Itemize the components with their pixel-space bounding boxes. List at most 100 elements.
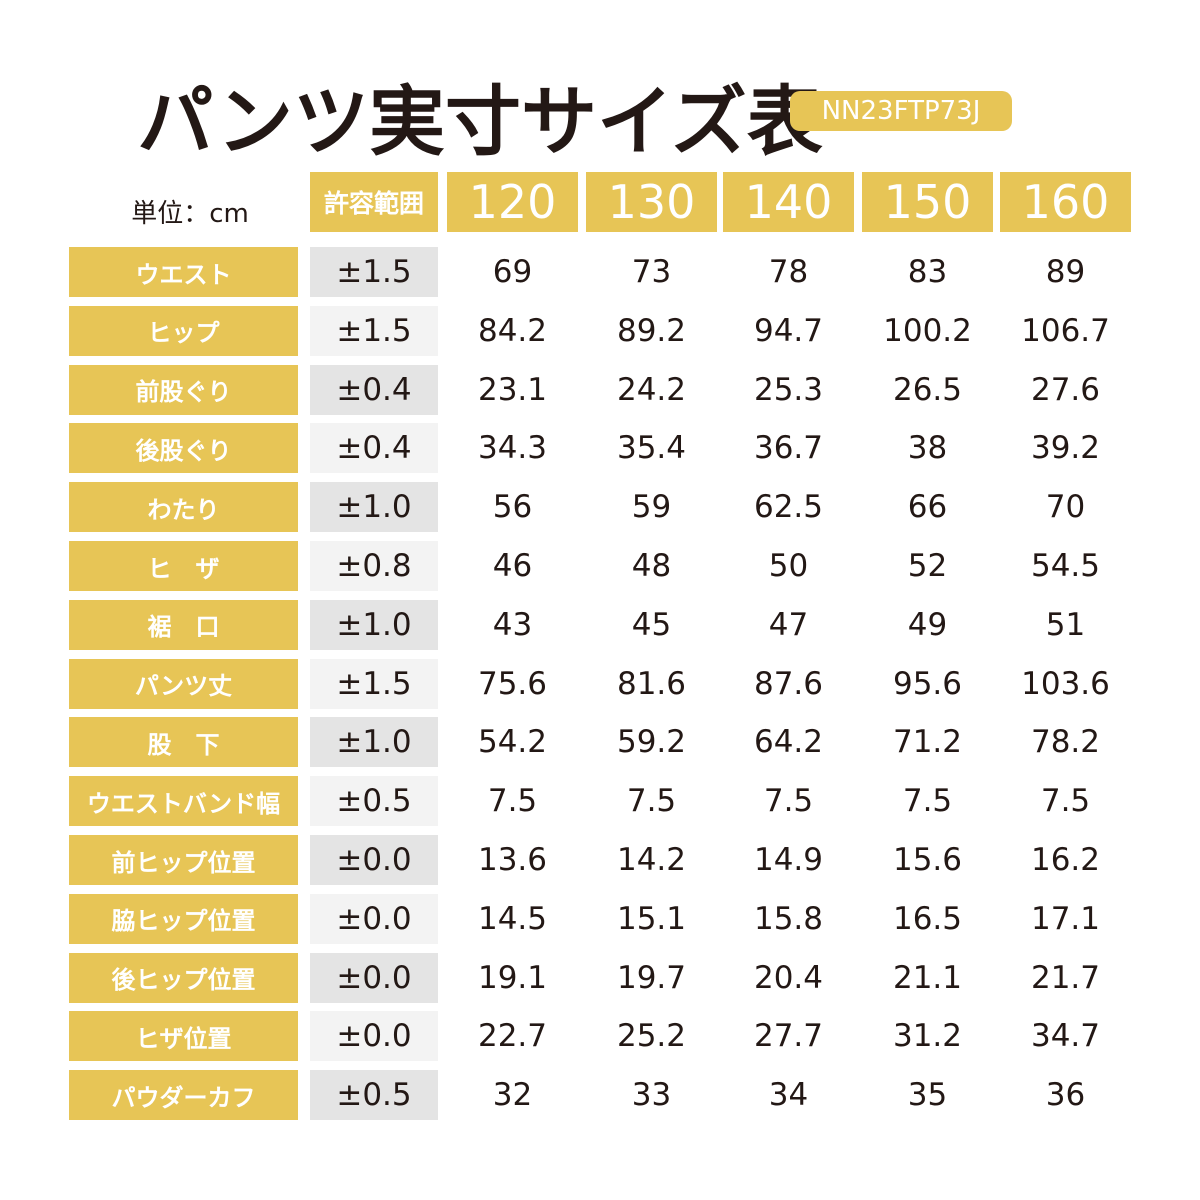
value-cell: 34.3	[477, 430, 548, 467]
row-label: パウダーカフ	[69, 1070, 298, 1121]
size-header: 130	[586, 172, 717, 232]
tolerance-cell: ±1.5	[310, 305, 438, 356]
value-cell: 78	[768, 254, 809, 290]
value-cell: 7.5	[487, 783, 538, 820]
row-label: 前ヒップ位置	[69, 835, 298, 885]
title: パンツ実寸サイズ表	[137, 77, 823, 166]
value-cell: 103.6	[1021, 665, 1110, 702]
value-cell: 7.5	[763, 783, 814, 820]
value-cell: 26.5	[892, 371, 963, 408]
model-badge: NN23FTP73J	[790, 91, 1012, 131]
value-cell: 54.2	[477, 724, 548, 761]
value-cell: 21.7	[1030, 959, 1101, 996]
value-cell: 19.1	[477, 959, 548, 996]
value-cell: 35	[907, 1077, 948, 1114]
tolerance-cell: ±0.5	[310, 1070, 438, 1121]
value-cell: 43	[492, 606, 533, 643]
tolerance-cell: ±1.0	[310, 482, 438, 533]
tolerance-header: 許容範囲	[310, 172, 438, 232]
value-cell: 46	[492, 548, 533, 584]
value-cell: 25.3	[753, 371, 824, 408]
row-label: 前股ぐり	[69, 364, 298, 415]
value-cell: 89.2	[616, 312, 687, 349]
row-label: ウエストバンド幅	[69, 776, 298, 827]
tolerance-cell: ±0.4	[310, 364, 438, 415]
value-cell: 47	[768, 606, 809, 643]
tolerance-cell: ±0.0	[310, 1011, 438, 1062]
value-cell: 59	[631, 489, 672, 526]
row-label: ウエスト	[69, 247, 298, 297]
value-cell: 73	[631, 254, 672, 290]
row-label: わたり	[69, 482, 298, 533]
value-cell: 94.7	[753, 312, 824, 349]
tolerance-cell: ±1.0	[310, 599, 438, 650]
tolerance-cell: ±0.4	[310, 423, 438, 474]
row-label: 後股ぐり	[69, 423, 298, 474]
value-cell: 19.7	[616, 959, 687, 996]
value-cell: 87.6	[753, 665, 824, 702]
value-cell: 83	[907, 254, 948, 290]
value-cell: 7.5	[626, 783, 677, 820]
value-cell: 52	[907, 548, 948, 584]
value-cell: 36	[1045, 1077, 1086, 1114]
value-cell: 34.7	[1030, 1018, 1101, 1055]
value-cell: 78.2	[1030, 724, 1101, 761]
size-header: 150	[862, 172, 993, 232]
value-cell: 70	[1045, 489, 1086, 526]
value-cell: 49	[907, 606, 948, 643]
value-cell: 16.5	[892, 900, 963, 937]
value-cell: 38	[907, 430, 948, 467]
value-cell: 81.6	[616, 665, 687, 702]
value-cell: 22.7	[477, 1018, 548, 1055]
value-cell: 89	[1045, 254, 1086, 290]
value-cell: 31.2	[892, 1018, 963, 1055]
value-cell: 66	[907, 489, 948, 526]
value-cell: 62.5	[753, 489, 824, 526]
value-cell: 15.8	[753, 900, 824, 937]
value-cell: 21.1	[892, 959, 963, 996]
value-cell: 51	[1045, 606, 1086, 643]
value-cell: 39.2	[1030, 430, 1101, 467]
value-cell: 56	[492, 489, 533, 526]
size-header: 140	[723, 172, 854, 232]
value-cell: 7.5	[902, 783, 953, 820]
unit-label: 単位：cm	[131, 198, 249, 229]
value-cell: 27.7	[753, 1018, 824, 1055]
value-cell: 32	[492, 1077, 533, 1114]
tolerance-cell: ±0.0	[310, 893, 438, 944]
value-cell: 69	[492, 254, 533, 290]
value-cell: 106.7	[1021, 312, 1110, 349]
value-cell: 71.2	[892, 724, 963, 761]
value-cell: 64.2	[753, 724, 824, 761]
value-cell: 84.2	[477, 312, 548, 349]
value-cell: 24.2	[616, 371, 687, 408]
value-cell: 14.9	[753, 842, 824, 878]
value-cell: 15.6	[892, 842, 963, 878]
size-header: 120	[447, 172, 578, 232]
value-cell: 45	[631, 606, 672, 643]
value-cell: 75.6	[477, 665, 548, 702]
row-label: 脇ヒップ位置	[69, 893, 298, 944]
row-label: 裾 口	[69, 599, 298, 650]
tolerance-cell: ±0.8	[310, 541, 438, 591]
value-cell: 35.4	[616, 430, 687, 467]
value-cell: 23.1	[477, 371, 548, 408]
value-cell: 59.2	[616, 724, 687, 761]
tolerance-cell: ±0.0	[310, 952, 438, 1003]
row-label: ヒップ	[69, 305, 298, 356]
tolerance-cell: ±1.5	[310, 658, 438, 709]
value-cell: 100.2	[883, 312, 972, 349]
value-cell: 25.2	[616, 1018, 687, 1055]
value-cell: 95.6	[892, 665, 963, 702]
value-cell: 7.5	[1040, 783, 1091, 820]
value-cell: 54.5	[1030, 548, 1101, 584]
value-cell: 20.4	[753, 959, 824, 996]
value-cell: 14.5	[477, 900, 548, 937]
tolerance-cell: ±1.5	[310, 247, 438, 297]
value-cell: 33	[631, 1077, 672, 1114]
value-cell: 14.2	[616, 842, 687, 878]
value-cell: 50	[768, 548, 809, 584]
tolerance-cell: ±0.5	[310, 776, 438, 827]
value-cell: 15.1	[616, 900, 687, 937]
